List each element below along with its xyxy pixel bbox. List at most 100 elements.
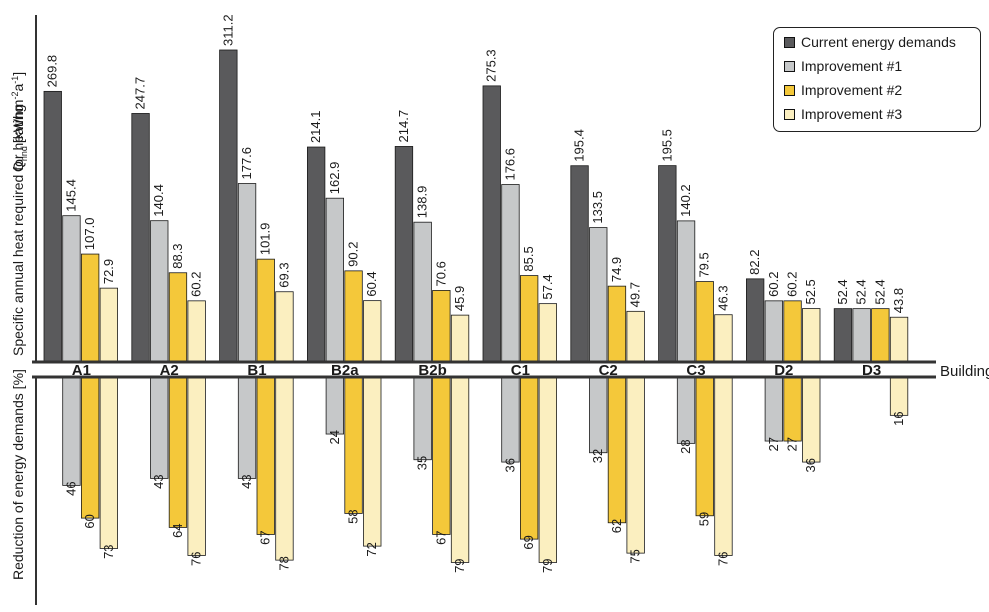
bar-b2b-series-0 (394, 146, 414, 362)
category-label-b2a: B2a (331, 362, 359, 379)
bar-d3-series-0 (833, 308, 853, 362)
bar-d3-series-2 (871, 308, 890, 362)
value-label-c3-series-0: 195.5 (659, 129, 674, 162)
value-label-b2b-series-0: 214.7 (396, 110, 411, 143)
reduction-label-b2b-series-1: 35 (415, 456, 430, 470)
category-label-c2: C2 (599, 362, 618, 379)
bar-c3-series-1 (676, 220, 696, 362)
reduction-label-b1-series-1: 43 (239, 474, 254, 488)
reduction-label-c2-series-2: 62 (609, 519, 624, 533)
reduction-bar-c3-series-3 (714, 377, 733, 556)
value-label-b2a-series-3: 60.4 (364, 271, 379, 296)
reduction-label-c3-series-1: 28 (678, 439, 693, 453)
value-label-c3-series-3: 46.3 (715, 285, 730, 310)
reduction-label-c2-series-3: 75 (628, 549, 643, 563)
value-label-c1-series-3: 57.4 (540, 274, 555, 299)
reduction-label-a2-series-2: 64 (170, 523, 185, 537)
y-axis-label-bottom: Reduction of energy demands [%] (10, 369, 26, 580)
reduction-bar-d2-series-2 (783, 377, 802, 442)
value-label-a1-series-1: 145.4 (63, 179, 78, 212)
legend: Current energy demands Improvement #1 Im… (773, 27, 981, 132)
bar-a1-series-2 (81, 253, 100, 362)
legend-swatch-improvement-1 (784, 60, 795, 72)
value-label-b2b-series-1: 138.9 (415, 186, 430, 219)
bar-b2a-series-2 (344, 270, 363, 362)
reduction-bar-c2-series-3 (626, 377, 645, 554)
reduction-label-c1-series-1: 36 (502, 458, 517, 472)
bar-d3-series-3 (889, 316, 909, 362)
value-label-a1-series-3: 72.9 (101, 259, 116, 284)
value-label-a1-series-0: 269.8 (45, 55, 60, 88)
bar-c2-series-2 (607, 285, 627, 362)
bar-b2b-series-3 (450, 314, 470, 362)
reduction-label-a1-series-1: 46 (63, 481, 78, 495)
bar-b1-series-3 (275, 291, 294, 362)
legend-item-improvement-1: Improvement #1 (784, 55, 902, 77)
reduction-label-a1-series-2: 60 (82, 514, 97, 528)
reduction-bar-c1-series-1 (501, 377, 520, 463)
value-label-a2-series-1: 140.4 (151, 184, 166, 217)
reduction-bar-c2-series-2 (607, 377, 627, 524)
bar-d2-series-3 (802, 308, 821, 362)
bar-a1-series-0 (43, 90, 62, 362)
reduction-label-d2-series-2: 27 (785, 437, 800, 451)
bar-c3-series-0 (658, 165, 677, 362)
bar-a1-series-1 (62, 215, 81, 362)
reduction-bar-d3-series-3 (889, 377, 909, 416)
value-label-a2-series-2: 88.3 (170, 243, 185, 268)
legend-item-improvement-3: Improvement #3 (784, 103, 902, 125)
value-label-d3-series-0: 52.4 (835, 279, 850, 304)
bar-b2b-series-1 (413, 221, 432, 362)
reduction-label-d2-series-1: 27 (766, 437, 781, 451)
bar-c2-series-1 (589, 227, 608, 362)
value-label-a2-series-0: 247.7 (133, 77, 148, 110)
value-label-d3-series-3: 43.8 (891, 288, 906, 313)
category-label-c3: C3 (686, 362, 705, 379)
category-label-b2b: B2b (418, 362, 446, 379)
reduction-bar-a1-series-3 (99, 377, 118, 549)
value-label-c2-series-2: 74.9 (609, 257, 624, 282)
bar-b2a-series-3 (363, 300, 382, 362)
reduction-bar-b2b-series-1 (413, 377, 432, 461)
bar-c1-series-2 (520, 275, 539, 362)
reduction-label-c2-series-1: 32 (590, 449, 605, 463)
x-axis-label: Building type (940, 363, 989, 380)
value-label-b2a-series-0: 214.1 (308, 110, 323, 143)
reduction-label-d2-series-3: 36 (803, 458, 818, 472)
bar-c3-series-2 (695, 281, 714, 362)
y-axis-unit-top-group: Qhnd[kWhm-2a-1] (10, 72, 29, 172)
legend-label-improvement-2: Improvement #2 (801, 82, 903, 98)
legend-label-improvement-3: Improvement #3 (801, 106, 903, 122)
reduction-bar-a2-series-3 (187, 377, 206, 556)
reduction-bar-b1-series-1 (237, 377, 257, 479)
reduction-label-b2b-series-3: 79 (452, 558, 467, 572)
legend-label-improvement-1: Improvement #1 (801, 58, 903, 74)
bar-b1-series-2 (256, 258, 275, 362)
bar-b2a-series-1 (325, 197, 345, 362)
value-label-d2-series-3: 52.5 (803, 279, 818, 304)
reduction-bar-c2-series-1 (589, 377, 608, 454)
reduction-label-b1-series-2: 67 (258, 530, 273, 544)
value-label-c2-series-1: 133.5 (590, 191, 605, 224)
reduction-bar-d2-series-3 (802, 377, 821, 463)
bar-a1-series-3 (99, 287, 118, 362)
reduction-label-b2a-series-1: 24 (327, 430, 342, 444)
reduction-bar-c3-series-1 (676, 377, 696, 444)
category-label-a1: A1 (72, 362, 91, 379)
reduction-bar-a2-series-2 (168, 377, 188, 528)
y-axis-label-top-group: Specific annual heat required for heatin… (10, 105, 26, 356)
reduction-bar-c1-series-3 (538, 377, 557, 563)
value-label-c3-series-1: 140.2 (678, 184, 693, 217)
bar-c3-series-3 (714, 314, 733, 362)
reduction-bar-a1-series-2 (81, 377, 100, 519)
reduction-bar-d2-series-1 (764, 377, 783, 442)
y-axis-label-bottom-group: Reduction of energy demands [%] (10, 369, 26, 580)
bar-c1-series-3 (538, 303, 557, 362)
legend-swatch-current (784, 36, 795, 48)
value-label-b2a-series-1: 162.9 (327, 162, 342, 195)
legend-item-improvement-2: Improvement #2 (784, 79, 902, 101)
reduction-label-b1-series-3: 78 (276, 556, 291, 570)
bar-b2a-series-0 (306, 146, 326, 362)
category-label-d3: D3 (862, 362, 881, 379)
